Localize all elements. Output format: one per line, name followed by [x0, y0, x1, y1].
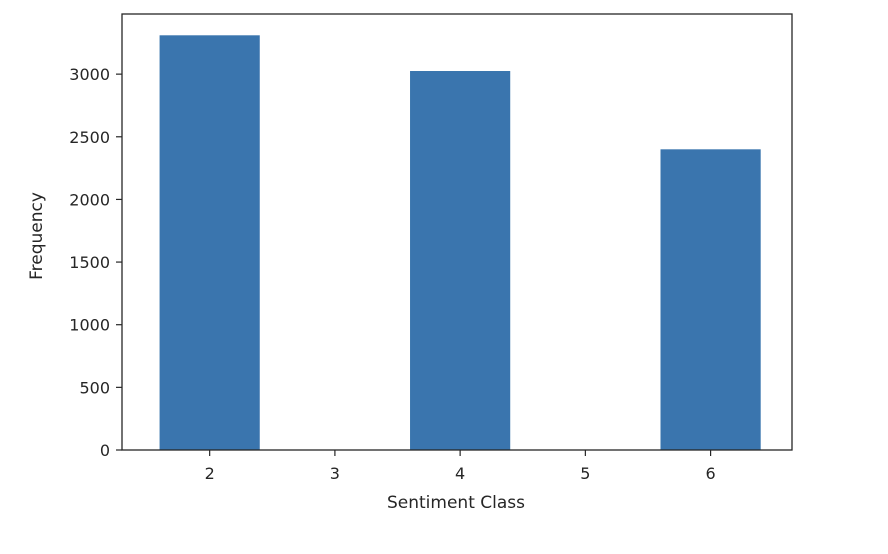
- x-axis-label: Sentiment Class: [387, 493, 525, 513]
- y-tick-label: 1500: [69, 253, 110, 272]
- y-tick-label: 1000: [69, 316, 110, 335]
- x-tick-label: 5: [580, 464, 590, 483]
- bar-2: [159, 35, 260, 450]
- bar-4: [410, 71, 511, 451]
- axes-frame: [121, 13, 793, 451]
- x-axis-ticks: 2 3 4 5 6: [205, 450, 716, 483]
- x-tick-label: 4: [455, 464, 465, 483]
- y-axis-ticks: 0 500 1000 1500 2000 2500 3000: [69, 65, 122, 460]
- x-tick-label: 6: [706, 464, 716, 483]
- y-tick-label: 3000: [69, 65, 110, 84]
- y-tick-label: 500: [79, 378, 110, 397]
- y-tick-label: 2500: [69, 128, 110, 147]
- y-tick-label: 2000: [69, 190, 110, 209]
- bars: [159, 35, 761, 451]
- bar-6: [660, 149, 761, 450]
- x-tick-label: 3: [330, 464, 340, 483]
- y-tick-label: 0: [100, 441, 110, 460]
- x-tick-label: 2: [205, 464, 215, 483]
- y-axis-label: Frequency: [27, 192, 47, 280]
